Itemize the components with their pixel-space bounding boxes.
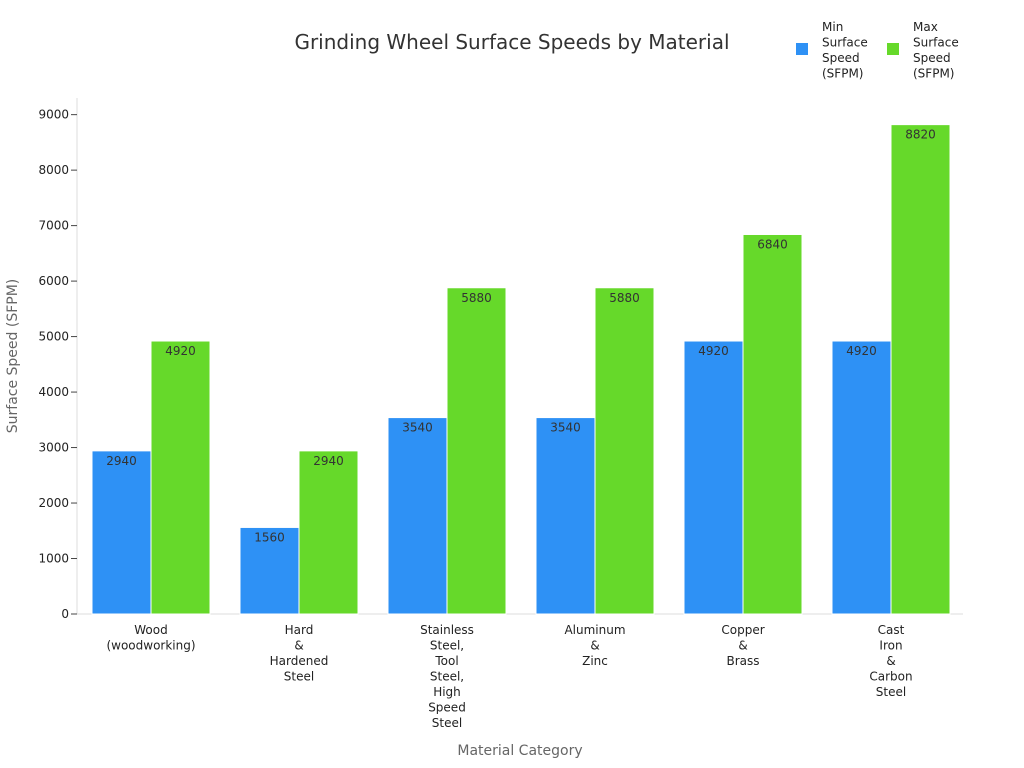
x-category-label-line: & — [294, 639, 303, 653]
y-tick-label: 2000 — [38, 496, 69, 510]
y-axis-title: Surface Speed (SFPM) — [5, 279, 21, 434]
bar — [831, 340, 892, 615]
x-category-label: Hard & Hardened Steel — [270, 623, 329, 684]
bar-value-label: 3540 — [550, 421, 581, 435]
x-category-label-line: Hard — [285, 623, 314, 637]
x-category-label-line: Steel, — [430, 639, 464, 653]
bar-value-label: 6840 — [757, 237, 788, 251]
x-category-label-line: Speed — [428, 701, 466, 715]
y-tick-label: 0 — [61, 607, 69, 621]
bar-value-label: 4920 — [165, 344, 196, 358]
x-category-label-line: Wood — [134, 623, 167, 637]
legend-label-line: Min — [822, 20, 843, 34]
legend-label: Max Surface Speed (SFPM) — [913, 20, 959, 81]
legend: Min Surface Speed (SFPM)Max Surface Speed (SFP… — [796, 20, 959, 81]
chart-title: Grinding Wheel Surface Speeds by Materia… — [294, 30, 729, 54]
x-category-label-line: Aluminum — [564, 623, 625, 637]
bar-value-label: 4920 — [698, 344, 729, 358]
legend-label-line: Speed — [913, 51, 951, 65]
x-category-label-line: & — [886, 654, 895, 668]
bar-value-label: 2940 — [313, 454, 344, 468]
x-category-label-line: Steel — [432, 716, 462, 730]
legend-label-line: Max — [913, 20, 938, 34]
y-tick-label: 8000 — [38, 163, 69, 177]
y-tick-label: 7000 — [38, 219, 69, 233]
bar — [535, 417, 596, 615]
x-category-label-line: Copper — [721, 623, 764, 637]
x-category-label: Cast Iron & Carbon Steel — [869, 623, 912, 699]
y-tick-label: 9000 — [38, 108, 69, 122]
bar — [446, 287, 507, 615]
x-category-label-line: & — [738, 639, 747, 653]
x-category-label-line: Carbon — [869, 670, 912, 684]
x-axis: Wood (woodworking)Hard & Hardened SteelStain… — [77, 613, 963, 730]
bar — [239, 526, 300, 615]
y-tick-label: 6000 — [38, 274, 69, 288]
x-category-label-line: High — [433, 685, 461, 699]
bar — [594, 287, 655, 615]
legend-label: Min Surface Speed (SFPM) — [822, 20, 868, 81]
x-category-label-line: Steel — [876, 685, 906, 699]
x-category-label-line: Tool — [434, 654, 458, 668]
bars — [91, 124, 951, 615]
bar-value-label: 1560 — [254, 530, 285, 544]
bar — [91, 450, 152, 615]
y-tick-label: 1000 — [38, 552, 69, 566]
bar-value-label: 2940 — [106, 454, 137, 468]
x-category-label-line: Cast — [878, 623, 905, 637]
y-tick-label: 4000 — [38, 385, 69, 399]
legend-label-line: Surface — [913, 36, 959, 50]
legend-swatch — [796, 43, 808, 55]
bar-value-label: 5880 — [461, 291, 492, 305]
x-category-label-line: Steel — [284, 670, 314, 684]
legend-label-line: Surface — [822, 36, 868, 50]
bar-value-label: 5880 — [609, 291, 640, 305]
legend-label-line: Speed — [822, 51, 860, 65]
x-category-label-line: Hardened — [270, 654, 329, 668]
data-labels: 2940 1560 3540 3540 4920 4920 4920 2940 5880 5880… — [106, 128, 936, 545]
x-axis-title: Material Category — [457, 743, 582, 759]
x-category-label-line: & — [590, 639, 599, 653]
bar-value-label: 4920 — [846, 344, 877, 358]
x-category-label-line: Steel, — [430, 670, 464, 684]
bar — [387, 417, 448, 615]
bar — [150, 340, 211, 615]
x-category-label: Wood (woodworking) — [106, 623, 195, 653]
x-category-label-line: Stainless — [420, 623, 474, 637]
x-category-label: Copper & Brass — [721, 623, 764, 668]
legend-label-line: (SFPM) — [822, 67, 863, 81]
x-category-label-line: Zinc — [582, 654, 608, 668]
bar — [683, 340, 744, 615]
legend-label-line: (SFPM) — [913, 67, 954, 81]
x-category-label-line: Brass — [726, 654, 759, 668]
x-category-label: Aluminum & Zinc — [564, 623, 625, 668]
x-category-label-line: Iron — [879, 639, 902, 653]
y-tick-label: 5000 — [38, 330, 69, 344]
bar-value-label: 8820 — [905, 128, 936, 142]
y-tick-label: 3000 — [38, 441, 69, 455]
bar — [298, 450, 359, 615]
bar-value-label: 3540 — [402, 421, 433, 435]
bar — [890, 124, 951, 615]
legend-swatch — [887, 43, 899, 55]
x-category-label: Stainless Steel, Tool Steel, High Speed Steel — [420, 623, 474, 730]
x-category-label-line: (woodworking) — [106, 639, 195, 653]
y-axis: 0 1000 2000 3000 4000 5000 6000 7000 8000 9000 — [38, 98, 78, 621]
bar — [742, 233, 803, 615]
